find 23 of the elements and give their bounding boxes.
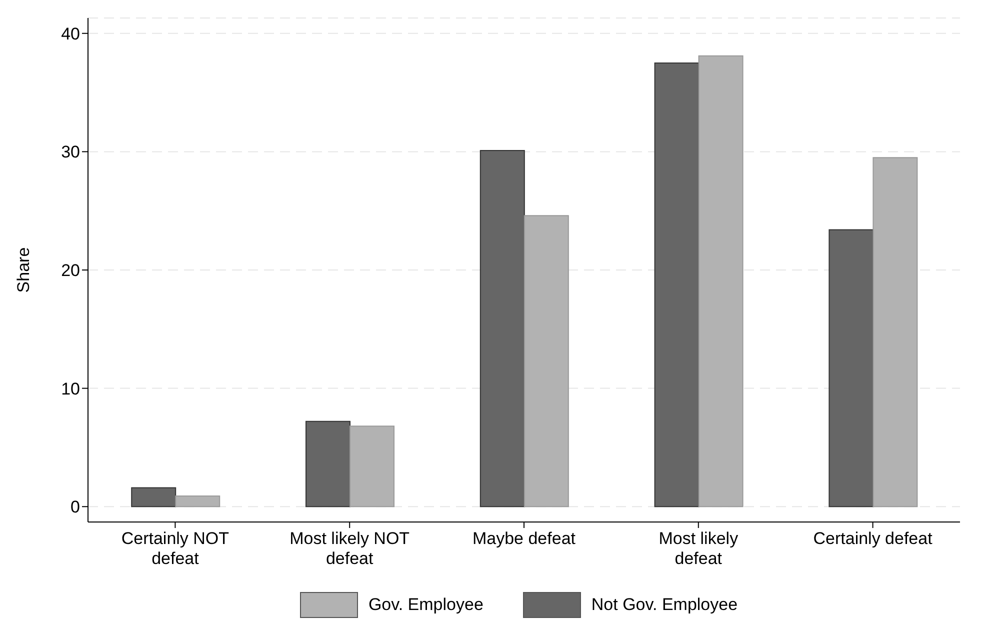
bar [480, 150, 525, 508]
y-tick-label: 10 [61, 379, 80, 398]
bar [828, 229, 874, 508]
y-axis-title: Share [14, 247, 34, 293]
x-tick-label: Certainly defeat [813, 529, 933, 548]
bar [131, 487, 176, 508]
x-tick-label: Most likely defeat [658, 529, 739, 568]
legend-label: Gov. Employee [368, 595, 484, 615]
bar [698, 55, 744, 508]
x-tick-label: Maybe defeat [472, 529, 576, 548]
bar [350, 426, 394, 508]
y-tick-label: 40 [61, 24, 80, 44]
x-tick-label: Certainly NOT defeat [121, 529, 230, 568]
bar [654, 62, 700, 508]
y-tick-label: 30 [61, 142, 80, 162]
bar [524, 215, 569, 508]
y-tick-label: 0 [70, 498, 80, 517]
x-tick-label: Most likely NOT defeat [290, 529, 410, 568]
bar [306, 420, 350, 508]
y-tick-label: 20 [61, 261, 80, 280]
bar [872, 157, 918, 508]
legend-label: Not Gov. Employee [591, 595, 738, 615]
bar [175, 495, 220, 508]
